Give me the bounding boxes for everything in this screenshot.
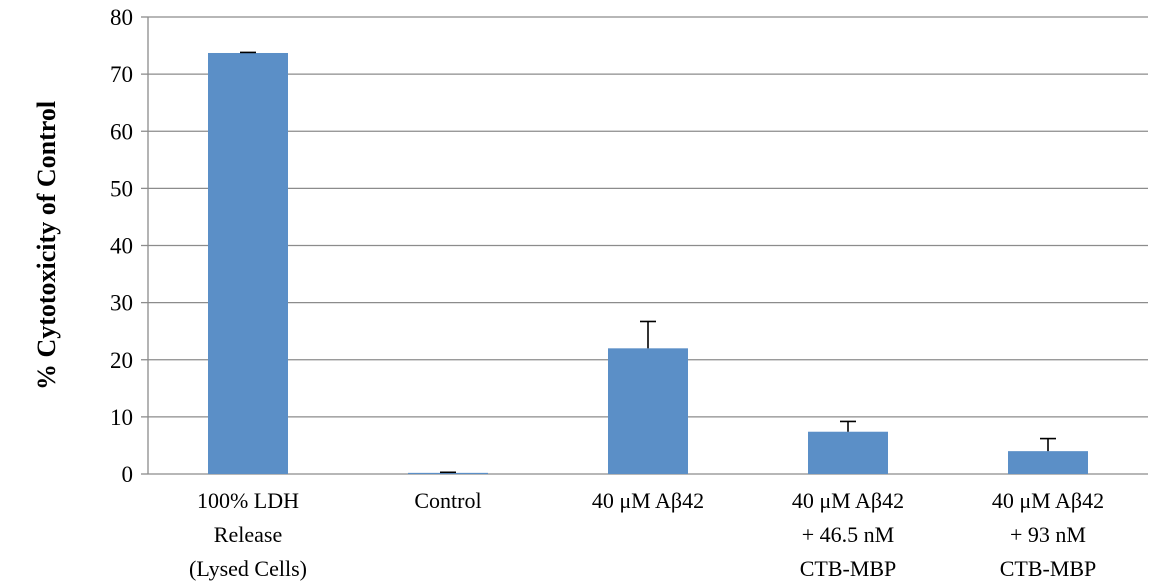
- y-tick-label: 80: [110, 5, 133, 30]
- bar: [608, 348, 688, 474]
- y-tick-label: 30: [110, 291, 133, 316]
- y-tick-label: 0: [122, 462, 134, 487]
- x-category-label: Control: [414, 488, 481, 513]
- bar: [208, 52, 288, 475]
- bars: [208, 52, 1088, 475]
- x-category-label: 100% LDH: [197, 488, 299, 513]
- x-category-label: 40 μM Aβ42: [792, 488, 904, 513]
- x-category-label: Release: [214, 522, 282, 547]
- y-tick-label: 70: [110, 62, 133, 87]
- x-category-label: (Lysed Cells): [189, 556, 307, 581]
- gridlines: [148, 16, 1148, 418]
- x-category-label: + 46.5 nM: [802, 522, 894, 547]
- x-category-label: 40 μM Aβ42: [592, 488, 704, 513]
- x-category-label: + 93 nM: [1010, 522, 1086, 547]
- x-category-label: 40 μM Aβ42: [992, 488, 1104, 513]
- x-category-label: CTB-MBP: [800, 556, 897, 581]
- y-tick-label: 10: [110, 405, 133, 430]
- error-bars: [240, 51, 1056, 474]
- bar: [1008, 451, 1088, 474]
- y-tick-labels: 0 10 20 30 40 50 60 70 80: [110, 5, 133, 487]
- x-category-labels: 100% LDH Release (Lysed Cells) Control 40 μM…: [189, 488, 1104, 581]
- y-tick-label: 40: [110, 234, 133, 259]
- y-tick-label: 20: [110, 348, 133, 373]
- bar: [408, 472, 488, 474]
- x-category-label: CTB-MBP: [1000, 556, 1097, 581]
- y-axis-title: % Cytotoxicity of Control: [32, 101, 61, 390]
- y-tick-label: 60: [110, 119, 133, 144]
- y-tick-label: 50: [110, 176, 133, 201]
- bar: [808, 431, 888, 474]
